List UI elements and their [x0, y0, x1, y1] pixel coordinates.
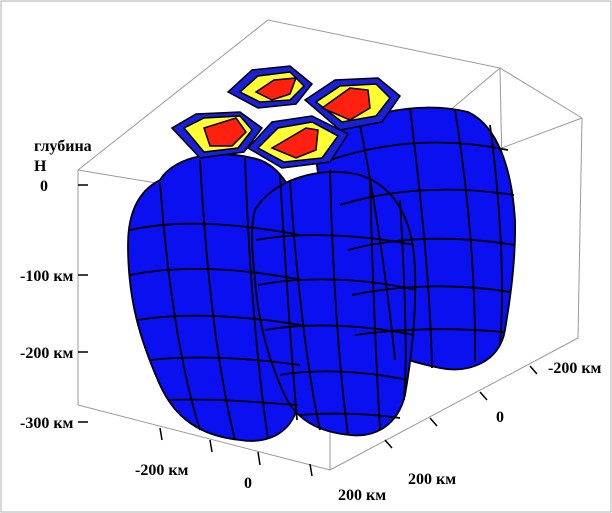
z-tick-minus-300: -300 км: [20, 415, 74, 432]
mesh-right: [329, 107, 516, 369]
surface-anomalies: [170, 65, 402, 169]
anomaly-middle-right: [246, 115, 350, 169]
anomaly-top-left: [226, 65, 314, 109]
x-tick-0: 0: [244, 475, 252, 492]
anomaly-top-right: [303, 77, 402, 131]
y-tick-0: 0: [496, 409, 504, 426]
mesh-left: [129, 157, 303, 441]
z-tick-minus-200: -200 км: [20, 345, 74, 362]
axis-ticks: [78, 184, 538, 477]
bounding-box-front: [77, 337, 579, 471]
anomaly-body: [127, 106, 517, 442]
y-tick-200: 200 км: [408, 471, 456, 488]
x-tick-200: 200 км: [338, 487, 386, 504]
x-tick-minus-200: -200 км: [135, 462, 189, 479]
anomaly-middle-left: [170, 111, 264, 159]
z-tick-minus-100: -100 км: [20, 268, 74, 285]
mesh-center: [255, 169, 417, 436]
depth-axis-symbol: H: [34, 158, 47, 175]
depth-axis-title: глубина: [34, 138, 92, 155]
z-tick-0: 0: [40, 178, 48, 195]
y-tick-minus-200: -200 км: [548, 360, 602, 377]
